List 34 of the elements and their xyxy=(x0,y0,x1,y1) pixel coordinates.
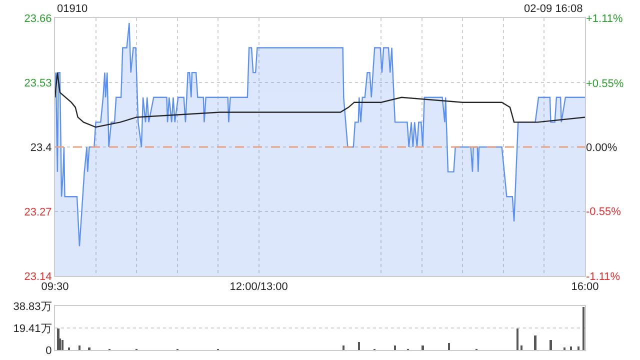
y-tick-label: 0 xyxy=(46,344,52,357)
bar xyxy=(448,343,450,350)
x-tick-label: 16:00 xyxy=(571,281,599,294)
bar xyxy=(78,345,80,350)
x-tick-label: 12:00/13:00 xyxy=(230,281,288,294)
chart-title: 01910 xyxy=(57,3,88,15)
bar xyxy=(520,345,522,350)
y2-tick-label: +0.55% xyxy=(586,78,624,90)
x-tick-label: 09:30 xyxy=(41,281,69,294)
bar xyxy=(61,340,64,350)
line-series xyxy=(55,72,585,128)
y-tick-label: 23.66 xyxy=(24,12,52,25)
bar xyxy=(550,340,552,350)
bar xyxy=(570,346,572,350)
bar xyxy=(342,345,345,350)
bar xyxy=(582,306,584,350)
y-tick-label: 38.83万 xyxy=(13,300,52,313)
bar xyxy=(57,328,60,350)
y-tick-label: 23.53 xyxy=(24,77,52,90)
bar xyxy=(577,346,580,350)
bar xyxy=(534,335,536,350)
bar xyxy=(358,342,360,350)
y-tick-label: 19.41万 xyxy=(13,322,52,335)
y-tick-label: 23.27 xyxy=(24,206,52,218)
y-tick-label: 23.14 xyxy=(24,270,52,283)
y-tick-label: 23.4 xyxy=(30,142,52,154)
y2-tick-label: -1.11% xyxy=(586,270,620,283)
y2-tick-label: -0.55% xyxy=(586,206,622,218)
chart-subtitle: 02-09 16:08 xyxy=(524,3,583,15)
y2-tick-label: +1.11% xyxy=(586,12,624,25)
bar xyxy=(422,345,424,350)
bar xyxy=(394,345,396,350)
bar xyxy=(516,328,518,350)
y2-tick-label: 0.00% xyxy=(586,142,618,154)
